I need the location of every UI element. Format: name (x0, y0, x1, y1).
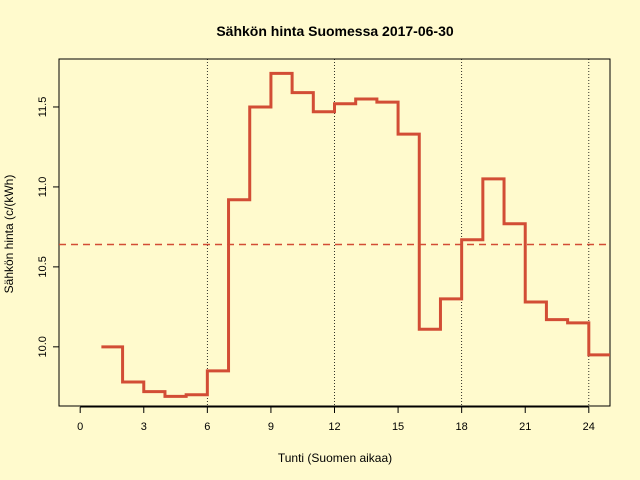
y-axis-label: Sähkön hinta (c/(kWh) (2, 175, 16, 294)
reference-vlines (206, 59, 590, 406)
x-tick-label-15: 15 (392, 421, 404, 433)
x-tick-label-18: 18 (456, 421, 468, 433)
y-tick-label-11.0: 11.0 (37, 177, 49, 198)
x-tick-label-9: 9 (268, 421, 274, 433)
x-axis: 0 3 6 9 12 15 18 21 24 (77, 406, 595, 433)
y-tick-label-11.5: 11.5 (37, 97, 49, 118)
x-axis-label: Tunti (Suomen aikaa) (278, 451, 392, 465)
y-tick-label-10.5: 10.5 (37, 256, 49, 277)
x-tick-label-3: 3 (141, 421, 147, 433)
x-tick-label-0: 0 (77, 421, 83, 433)
x-tick-label-24: 24 (583, 421, 595, 433)
y-tick-label-10.0: 10.0 (37, 336, 49, 357)
x-tick-label-12: 12 (328, 421, 340, 433)
price-step-line (101, 71, 610, 398)
y-axis: 10.0 10.5 11.0 11.5 (37, 97, 60, 358)
chart-title: Sähkön hinta Suomessa 2017-06-30 (216, 23, 454, 39)
x-tick-label-21: 21 (519, 421, 531, 433)
x-tick-label-6: 6 (204, 421, 210, 433)
